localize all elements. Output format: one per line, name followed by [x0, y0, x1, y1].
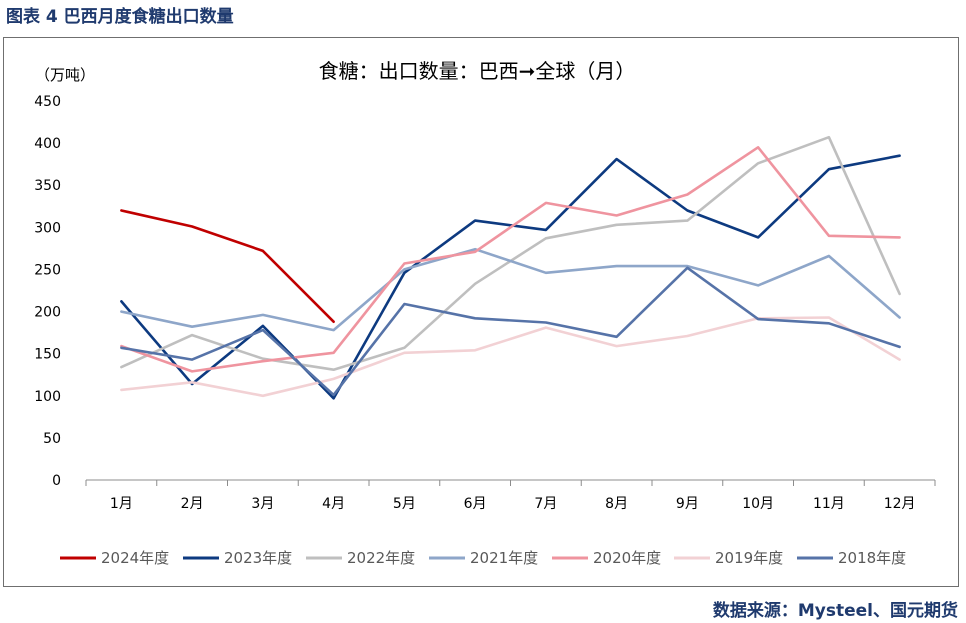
- legend-label: 2019年度: [715, 549, 783, 567]
- x-tick-label: 8月: [605, 496, 628, 512]
- series-line-2023年度: [120, 154, 901, 400]
- series-line-2019年度: [120, 316, 901, 398]
- y-tick-label: 300: [34, 220, 61, 236]
- x-tick-label: 12月: [884, 496, 916, 512]
- y-tick-label: 100: [34, 389, 61, 405]
- y-tick-label: 0: [52, 473, 61, 489]
- x-tick-label: 7月: [534, 496, 557, 512]
- series-line-2018年度: [120, 266, 901, 397]
- x-tick-label: 10月: [742, 496, 774, 512]
- series-line-2022年度: [120, 135, 901, 371]
- legend-label: 2024年度: [101, 549, 169, 567]
- x-tick-label: 2月: [181, 496, 204, 512]
- series-line-2021年度: [120, 247, 901, 332]
- y-tick-label: 450: [34, 94, 61, 110]
- chart-title: 食糖：出口数量：巴西➞全球（月）: [319, 59, 636, 83]
- y-tick-label: 250: [34, 262, 61, 278]
- x-tick-label: 3月: [251, 496, 274, 512]
- y-tick-label: 350: [34, 178, 61, 194]
- y-tick-label: 50: [43, 431, 61, 447]
- legend-label: 2023年度: [224, 549, 292, 567]
- legend-label: 2021年度: [470, 549, 538, 567]
- figure-caption: 图表 4 巴西月度食糖出口数量: [6, 7, 234, 27]
- x-tick-label: 4月: [322, 496, 345, 512]
- x-tick-label: 11月: [813, 496, 845, 512]
- data-source: 数据来源：Mysteel、国元期货: [712, 601, 958, 621]
- legend-label: 2018年度: [838, 549, 906, 567]
- y-tick-label: 150: [34, 347, 61, 363]
- x-tick-label: 9月: [676, 496, 699, 512]
- chart-frame: [3, 37, 959, 587]
- y-tick-label: 200: [34, 305, 61, 321]
- legend-label: 2022年度: [347, 549, 415, 567]
- x-tick-label: 5月: [393, 496, 416, 512]
- series-line-2020年度: [120, 146, 901, 373]
- legend-label: 2020年度: [593, 549, 661, 567]
- y-tick-label: 400: [34, 136, 61, 152]
- series-line-2024年度: [120, 209, 335, 323]
- x-tick-label: 1月: [110, 496, 133, 512]
- y-axis-unit: （万吨）: [35, 66, 95, 84]
- x-tick-label: 6月: [464, 496, 487, 512]
